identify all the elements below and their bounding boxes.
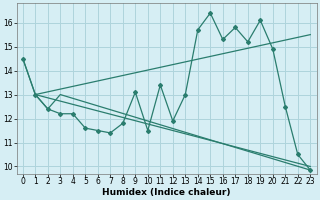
X-axis label: Humidex (Indice chaleur): Humidex (Indice chaleur) (102, 188, 231, 197)
